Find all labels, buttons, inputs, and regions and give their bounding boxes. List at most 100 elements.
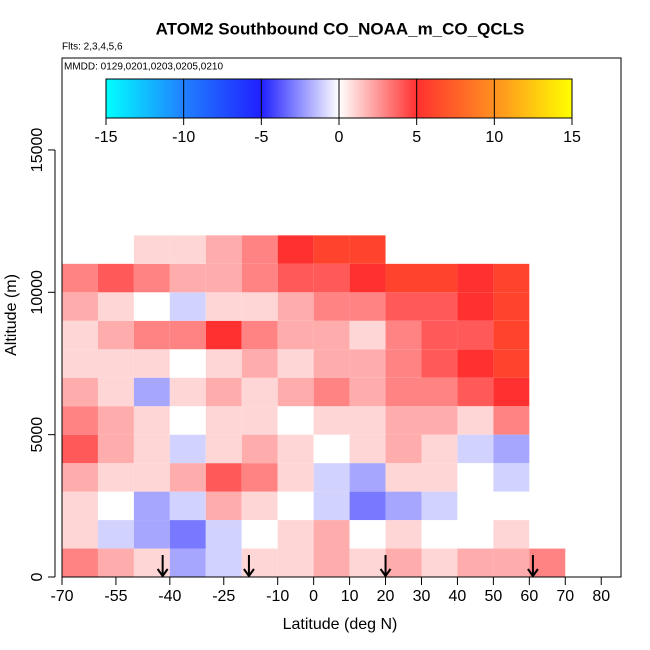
heat-cell — [493, 548, 530, 577]
x-tick-label: 80 — [592, 588, 610, 605]
heat-cell — [133, 292, 170, 321]
heat-cell — [205, 320, 242, 350]
annotation: MMDD: 0129,0201,0203,0205,0210 — [64, 62, 223, 73]
heat-cell — [349, 377, 386, 407]
heat-cell — [241, 349, 278, 378]
heat-cell — [457, 263, 494, 293]
x-axis-label: Latitude (deg N) — [283, 616, 398, 633]
heat-cell — [169, 292, 206, 321]
heat-cell — [313, 520, 350, 549]
heat-cell — [205, 548, 242, 577]
heat-cell — [385, 263, 422, 293]
heat-cell — [62, 320, 98, 350]
x-tick-label: 30 — [413, 588, 431, 605]
heat-cell — [241, 320, 278, 350]
heat-cell — [97, 406, 134, 435]
heat-cell — [385, 320, 422, 350]
heat-cell — [97, 292, 134, 321]
heat-cell — [62, 349, 98, 378]
heat-cell — [277, 377, 314, 407]
heat-cell — [169, 491, 206, 521]
colorbar-tick-label: 5 — [412, 129, 421, 146]
heat-cell — [241, 491, 278, 521]
heat-cell — [457, 320, 494, 350]
heat-cell — [97, 320, 134, 350]
x-tick-label: 40 — [449, 588, 467, 605]
heat-cell — [349, 520, 386, 549]
heat-cell — [349, 406, 386, 435]
latitude-arrow — [527, 555, 539, 578]
x-tick-label: 50 — [484, 588, 502, 605]
heat-cell — [241, 263, 278, 293]
colorbar-tick-label: 0 — [335, 129, 344, 146]
heat-cell — [385, 292, 422, 321]
heat-cell — [241, 520, 278, 549]
heat-cell — [313, 406, 350, 435]
heat-cell — [277, 263, 314, 293]
heat-cell — [421, 349, 458, 378]
heat-cell — [169, 320, 206, 350]
subtitle: Flts: 2,3,4,5,6 — [62, 42, 123, 53]
heat-cell — [241, 434, 278, 464]
x-tick-label: -25 — [212, 588, 235, 605]
heat-cell — [313, 292, 350, 321]
heat-cell — [169, 434, 206, 464]
heat-cell — [349, 320, 386, 350]
arrow-head — [379, 568, 392, 578]
heat-cell — [493, 320, 530, 350]
heat-cell — [277, 406, 314, 435]
heat-cell — [277, 292, 314, 321]
heat-cell — [349, 235, 386, 264]
colorbar-tick-label: 10 — [485, 129, 503, 146]
heat-cell — [169, 520, 206, 549]
latitude-arrow — [156, 555, 169, 578]
heat-cell — [421, 377, 458, 407]
heat-cell — [133, 235, 170, 264]
heat-cell — [385, 491, 422, 521]
heat-cell — [277, 235, 314, 264]
heat-cell — [241, 548, 278, 577]
arrow-head — [243, 568, 255, 578]
latitude-arrow — [243, 555, 255, 578]
heat-cell — [385, 406, 422, 435]
heat-cell — [349, 263, 386, 293]
heat-cell — [205, 235, 242, 264]
x-tick-label: -70 — [50, 588, 73, 605]
heat-cell — [457, 463, 494, 492]
heat-cell — [97, 491, 134, 521]
heat-cell — [313, 349, 350, 378]
x-tick-label: 70 — [556, 588, 574, 605]
heat-cell — [205, 349, 242, 378]
heat-cell — [133, 548, 170, 577]
heat-cell — [457, 520, 494, 549]
heat-cell — [457, 349, 494, 378]
heat-cell — [421, 292, 458, 321]
heat-cell — [493, 463, 530, 492]
heat-cell — [133, 320, 170, 350]
heat-cell — [421, 406, 458, 435]
x-tick-label: -40 — [158, 588, 181, 605]
heat-cell — [169, 377, 206, 407]
heat-cell — [205, 377, 242, 407]
heat-cell — [421, 320, 458, 350]
heat-cell — [205, 520, 242, 549]
heat-cell — [62, 263, 98, 293]
heat-cell — [133, 434, 170, 464]
heat-cell — [457, 406, 494, 435]
heat-cell — [277, 548, 314, 577]
heat-cell — [349, 292, 386, 321]
heat-cell — [277, 434, 314, 464]
heat-cell — [313, 548, 350, 577]
heat-cell — [493, 349, 530, 378]
heat-cell — [385, 548, 422, 577]
x-tick-label: -55 — [104, 588, 127, 605]
heat-cell — [133, 406, 170, 435]
heat-cell — [97, 263, 134, 293]
heat-cell — [493, 377, 530, 407]
heat-cell — [349, 349, 386, 378]
heat-cell — [421, 491, 458, 521]
heat-cell — [277, 491, 314, 521]
heat-cell — [169, 263, 206, 293]
heat-cell — [385, 349, 422, 378]
heat-cell — [133, 463, 170, 492]
